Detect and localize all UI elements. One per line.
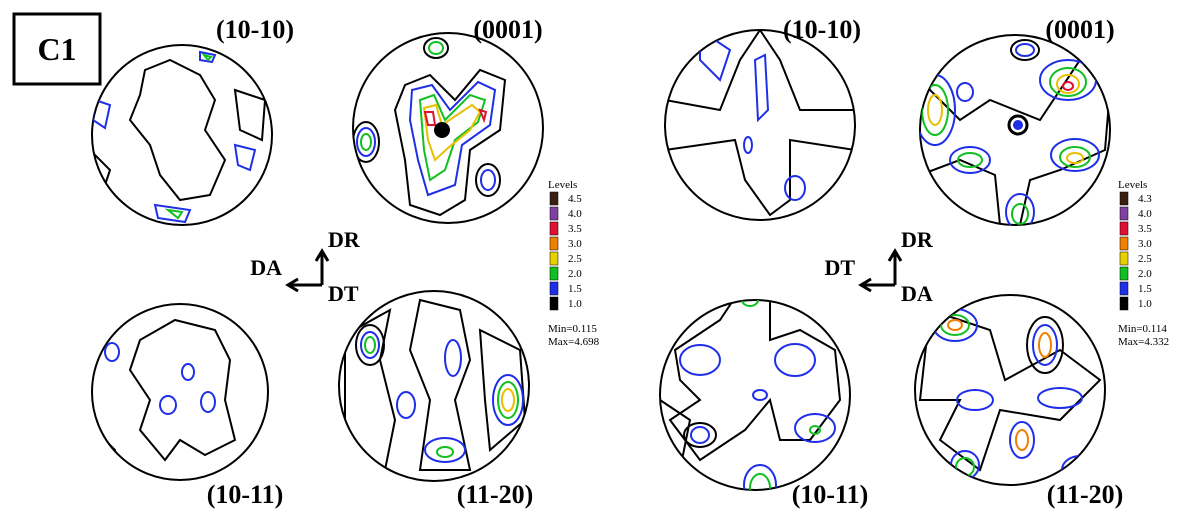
axis-arrow: [314, 248, 330, 285]
axis-label: DR: [901, 227, 934, 252]
legend-swatch: [1119, 221, 1129, 236]
axis-arrow: [887, 248, 903, 285]
legend-swatch: [1119, 206, 1129, 221]
legend-level: 1.5: [1138, 283, 1152, 295]
legend-max: Max=4.698: [548, 336, 600, 348]
legend-level: 4.0: [568, 208, 582, 220]
legend-min: Min=0.115: [548, 323, 597, 335]
legend-swatch: [549, 251, 559, 266]
pole-figure: [914, 294, 1106, 486]
axis-label: DT: [824, 255, 855, 280]
label-box: [12, 12, 102, 86]
legend-swatch: [549, 266, 559, 281]
pole-figure-label: (10-11): [792, 480, 869, 509]
legend-level: 3.5: [568, 223, 582, 235]
axis-arrow: [285, 277, 322, 293]
legend-level: 4.3: [1138, 193, 1152, 205]
pole-figure-label: (11-20): [457, 480, 534, 509]
axis-label: DA: [901, 281, 933, 306]
pole-figure-label: (10-10): [783, 15, 861, 44]
axis-label: DT: [328, 281, 359, 306]
legend-title: Levels: [1118, 179, 1147, 191]
axis-arrow: [858, 277, 895, 293]
legend-level: 1.0: [1138, 298, 1152, 310]
legend-swatch: [549, 236, 559, 251]
pole-figure-label: (0001): [1045, 15, 1114, 44]
legend-level: 2.5: [1138, 253, 1152, 265]
legend-level: 4.0: [1138, 208, 1152, 220]
legend-swatch: [549, 191, 559, 206]
legend-swatch: [1119, 251, 1129, 266]
legend-swatch: [549, 221, 559, 236]
legend-min: Min=0.114: [1118, 323, 1167, 335]
pole-figure-label: (10-11): [207, 480, 284, 509]
legend-title: Levels: [548, 179, 577, 191]
legend-level: 1.0: [568, 298, 582, 310]
legend-swatch: [1119, 236, 1129, 251]
legend-swatch: [1119, 191, 1129, 206]
pole-figure: [338, 290, 530, 482]
pole-figure: [919, 34, 1111, 226]
pole-figure-label: (10-10): [216, 15, 294, 44]
legend-level: 4.5: [568, 193, 582, 205]
pole-figure: [91, 303, 269, 481]
legend-level: 2.5: [568, 253, 582, 265]
legend-swatch: [1119, 296, 1129, 311]
pole-figure: [659, 299, 851, 491]
legend-swatch: [1119, 281, 1129, 296]
legend-max: Max=4.332: [1118, 336, 1169, 348]
legend-level: 3.0: [1138, 238, 1152, 250]
legend-level: 3.0: [568, 238, 582, 250]
pole-figure-label: (0001): [473, 15, 542, 44]
legend-swatch: [1119, 266, 1129, 281]
legend-level: 2.0: [1138, 268, 1152, 280]
pole-figure: [664, 29, 856, 221]
legend-swatch: [549, 206, 559, 221]
axis-label: DR: [328, 227, 361, 252]
legend-swatch: [549, 296, 559, 311]
legend-level: 1.5: [568, 283, 582, 295]
legend-level: 3.5: [1138, 223, 1152, 235]
pole-figure: [91, 44, 273, 226]
pole-figure: [352, 32, 544, 224]
legend-level: 2.0: [568, 268, 582, 280]
axis-label: DA: [250, 255, 282, 280]
pole-figure-label: (11-20): [1047, 480, 1124, 509]
figure-label: C1: [37, 31, 76, 67]
legend-swatch: [549, 281, 559, 296]
